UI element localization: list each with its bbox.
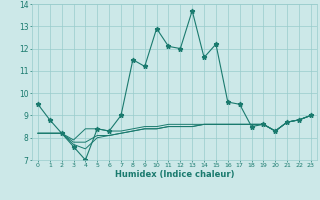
X-axis label: Humidex (Indice chaleur): Humidex (Indice chaleur) — [115, 170, 234, 179]
